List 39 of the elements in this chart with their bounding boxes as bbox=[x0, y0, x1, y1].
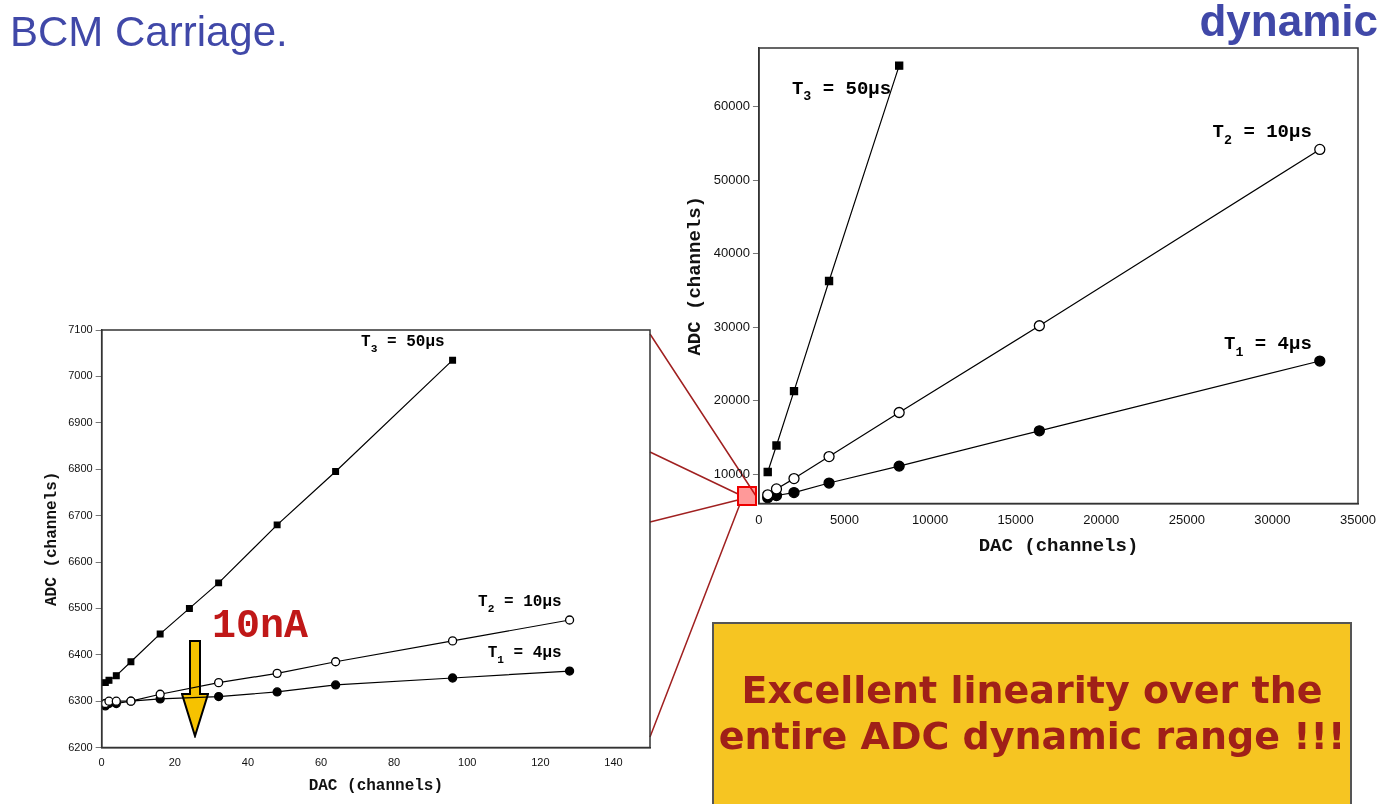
x-axis-title: DAC (channels) bbox=[308, 777, 444, 796]
x-tick-label: 100 bbox=[458, 756, 477, 769]
y-tick-label: 6400 bbox=[68, 647, 93, 660]
y-tick-label: 30000 bbox=[713, 318, 750, 334]
y-tick-label: 20000 bbox=[713, 392, 750, 408]
y-tick-label: 60000 bbox=[713, 98, 750, 114]
x-tick-label: 80 bbox=[387, 756, 401, 769]
x-tick-label: 25000 bbox=[1168, 511, 1205, 527]
y-tick-label: 50000 bbox=[713, 171, 750, 187]
x-tick-label: 60 bbox=[314, 756, 328, 769]
y-axis-title: ADC (channels) bbox=[684, 195, 707, 356]
y-tick-label: 40000 bbox=[713, 245, 750, 261]
y-tick-label: 6600 bbox=[68, 555, 93, 568]
x-tick-label: 20 bbox=[168, 756, 181, 769]
x-tick-label: 10000 bbox=[912, 511, 949, 527]
y-tick-label: 6300 bbox=[68, 694, 93, 707]
y-tick-label: 6500 bbox=[68, 601, 93, 614]
y-tick-label: 6700 bbox=[68, 508, 93, 521]
x-tick-label: 20000 bbox=[1083, 511, 1120, 527]
x-tick-label: 0 bbox=[755, 511, 763, 527]
chart-title: BCM Carriage. bbox=[10, 8, 288, 56]
annotation: 10nA bbox=[212, 604, 309, 649]
y-axis-title: ADC (channels) bbox=[42, 471, 61, 607]
x-tick-label: 5000 bbox=[830, 511, 859, 527]
x-tick-label: 30000 bbox=[1254, 511, 1291, 527]
x-axis-title: DAC (channels) bbox=[978, 535, 1139, 558]
x-tick-label: 120 bbox=[531, 756, 550, 769]
chart-title: dynamic bbox=[1199, 0, 1378, 46]
x-tick-label: 0 bbox=[98, 756, 105, 769]
text: Excellent linearity over the entire ADC dynamic range !!! bbox=[712, 622, 1352, 804]
x-tick-label: 40 bbox=[241, 756, 255, 769]
y-tick-label: 7100 bbox=[68, 323, 93, 336]
y-tick-label: 6200 bbox=[68, 740, 93, 753]
x-tick-label: 15000 bbox=[997, 511, 1034, 527]
x-tick-label: 140 bbox=[604, 756, 623, 769]
x-tick-label: 35000 bbox=[1339, 511, 1377, 527]
y-tick-label: 6900 bbox=[68, 415, 93, 428]
y-tick-label: 7000 bbox=[68, 369, 93, 382]
y-tick-label: 6800 bbox=[68, 462, 93, 475]
